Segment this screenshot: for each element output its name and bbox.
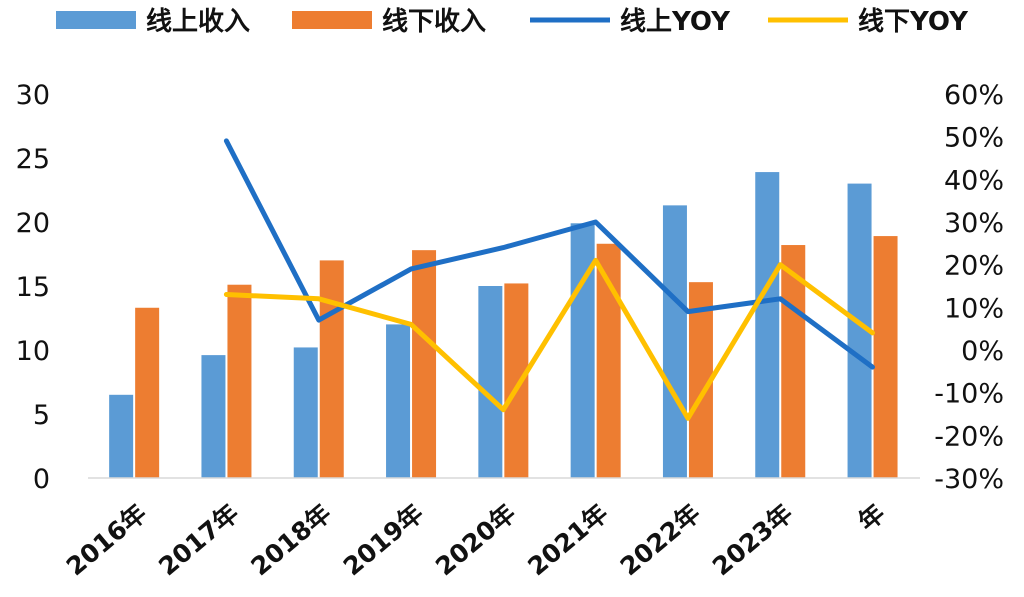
online-revenue-bar [109,394,134,478]
x-tick-label: 2020年 [430,498,521,581]
y-right-tick-label: -10% [934,379,1004,410]
y-left-tick-label: 5 [33,400,50,431]
x-tick-label: 2018年 [246,498,337,581]
offline-revenue-bar [135,307,160,478]
offline-revenue-bar [227,284,252,478]
y-right-tick-label: 10% [944,293,1004,324]
y-axis-right: -30% -20% -10% 0% 10% 20% 30% 40% 50% 60% [934,80,1004,495]
y-right-tick-label: 0% [961,336,1004,367]
online-revenue-bar [386,324,411,478]
y-right-tick-label: 50% [944,123,1004,154]
bars [109,172,898,479]
y-left-tick-label: 0 [33,464,50,495]
y-left-tick-label: 20 [16,208,50,239]
offline-revenue-bar [412,250,437,478]
y-axis-left: 0 5 10 15 20 25 30 [16,80,50,495]
y-right-tick-label: 30% [944,208,1004,239]
online-revenue-bar [570,223,595,478]
legend: 线上收入 线下收入 线上YOY 线下YOY [56,7,969,37]
x-tick-label: 2022年 [615,498,706,581]
offline-revenue-bar [873,236,898,478]
y-left-tick-label: 15 [16,272,50,303]
legend-swatch [292,11,372,29]
x-tick-label: 2023年 [707,498,798,581]
online-revenue-bar [201,355,226,478]
x-axis: 2016年 2017年 2018年 2019年 2020年 2021年 2022年 2023年… [61,498,891,581]
legend-swatch [56,11,136,29]
x-tick-label: 2016年 [61,498,152,581]
offline-revenue-bar [319,260,344,478]
offline-revenue-bar [781,245,806,478]
y-right-tick-label: 20% [944,251,1004,282]
offline-yoy-line [223,257,875,421]
y-right-tick-label: 40% [944,165,1004,196]
y-left-tick-label: 30 [16,80,50,111]
x-tick-label: 2019年 [338,498,429,581]
x-tick-label: 2021年 [522,498,613,581]
yoy-lines [223,138,875,421]
legend-label: 线下收入 [382,7,486,37]
legend-label: 线上YOY [620,7,731,37]
legend-label: 线上收入 [146,7,250,37]
online-revenue-bar [662,205,687,479]
legend-label: 线下YOY [858,7,969,37]
y-left-tick-label: 25 [16,144,50,175]
online-revenue-bar [293,347,318,478]
x-tick-label: 年 [853,498,891,536]
y-right-tick-label: 60% [944,80,1004,111]
y-right-tick-label: -20% [934,421,1004,452]
online-revenue-bar [755,172,780,478]
online-revenue-bar [478,286,503,478]
y-left-tick-label: 10 [16,336,50,367]
offline-revenue-bar [504,283,529,478]
online-yoy-line [223,138,875,370]
x-tick-label: 2017年 [153,498,244,581]
y-right-tick-label: -30% [934,464,1004,495]
